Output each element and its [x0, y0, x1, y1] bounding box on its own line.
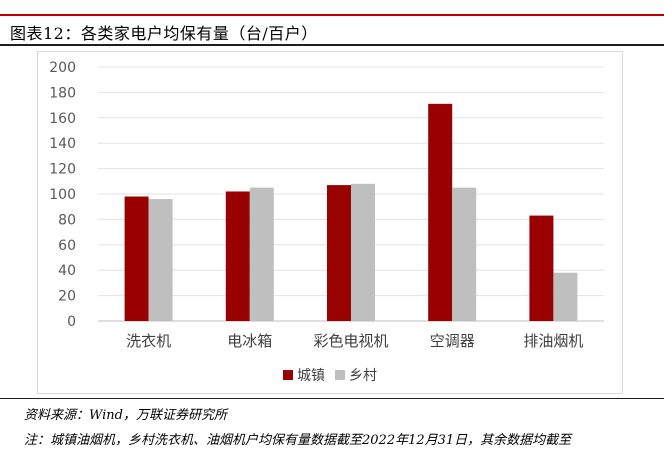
y-tick-label: 0 — [67, 314, 76, 330]
legend-swatch — [283, 370, 293, 380]
legend: 城镇 乡村 — [283, 368, 377, 384]
y-tick-label: 160 — [49, 111, 76, 127]
title-rule — [0, 44, 664, 46]
bar-rural — [452, 187, 477, 321]
bar-urban — [428, 103, 453, 321]
bar-urban — [529, 215, 554, 321]
y-tick-label: 140 — [49, 136, 76, 152]
y-tick-label: 200 — [49, 60, 76, 76]
y-tick-label: 80 — [58, 212, 76, 228]
y-tick-label: 40 — [58, 263, 76, 279]
source-note: 资料来源：Wind，万联证券研究所 — [24, 408, 227, 423]
data-note: 注：城镇油烟机，乡村洗衣机、油烟机户均保有量数据截至2022年12月31日，其余… — [24, 433, 572, 448]
bar-urban — [124, 196, 149, 321]
bottom-rule — [0, 398, 664, 399]
y-tick-label: 180 — [49, 85, 76, 101]
x-tick-label: 空调器 — [430, 332, 475, 350]
bar-urban — [225, 191, 250, 321]
y-tick-label: 120 — [49, 162, 76, 178]
bar-chart: 0 20 40 60 80 100 120 140 160 180 200 洗衣机 电冰箱 彩色电视机 空… — [49, 60, 604, 384]
x-axis: 洗衣机 电冰箱 彩色电视机 空调器 排油烟机 — [126, 332, 583, 350]
bar-urban — [327, 185, 351, 321]
bar-rural — [249, 187, 274, 321]
y-axis: 0 20 40 60 80 100 120 140 160 180 200 — [49, 60, 76, 330]
y-tick-label: 20 — [58, 289, 76, 305]
figure-title: 图表12：各类家电户均保有量（台/百户） — [10, 24, 318, 43]
chart-frame — [37, 51, 623, 394]
bar-rural — [553, 272, 578, 321]
x-tick-label: 彩色电视机 — [313, 332, 388, 350]
legend-label: 乡村 — [349, 368, 377, 384]
bar-rural — [148, 199, 173, 321]
legend-swatch — [335, 370, 345, 380]
bar-rural — [351, 183, 375, 321]
x-tick-label: 洗衣机 — [126, 332, 171, 350]
legend-label: 城镇 — [297, 368, 325, 384]
y-tick-label: 60 — [58, 238, 76, 254]
x-tick-label: 排油烟机 — [523, 332, 583, 350]
top-accent-rule — [0, 14, 664, 16]
x-tick-label: 电冰箱 — [227, 332, 272, 350]
bars — [124, 103, 578, 321]
y-tick-label: 100 — [49, 187, 76, 203]
